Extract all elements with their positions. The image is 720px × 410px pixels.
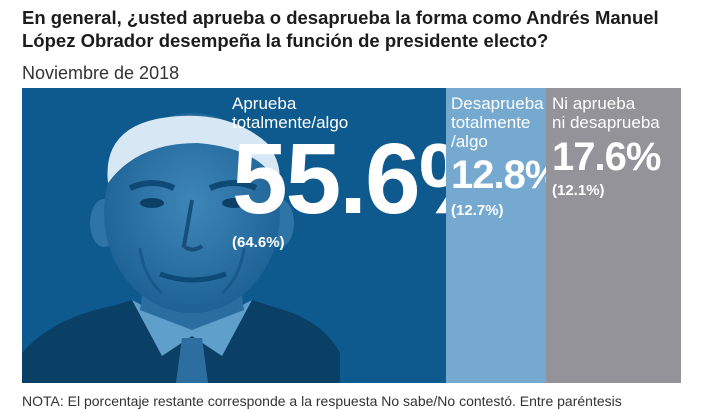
bar-disapprove: Desaprueba totalmente /algo 12.8% (12.7%… xyxy=(446,88,546,383)
previous-label-disapprove: (12.7%) xyxy=(451,202,504,219)
previous-label-approve: (64.6%) xyxy=(232,234,285,251)
category-label-line: Ni aprueba xyxy=(552,94,636,113)
previous-label-neither: (12.1%) xyxy=(552,182,605,199)
value-label-neither: 17.6% xyxy=(552,135,661,179)
category-label-line: totalmente xyxy=(451,113,531,132)
category-label-line: Aprueba xyxy=(232,94,297,113)
value-label-approve: 55.6% xyxy=(232,123,446,235)
category-label-approve: Aprueba totalmente/algo xyxy=(232,94,348,132)
bar-approve: Aprueba totalmente/algo 55.6% (64.6%) xyxy=(22,88,446,383)
footnote: NOTA: El porcentaje restante corresponde… xyxy=(22,393,622,409)
president-photo xyxy=(22,113,340,383)
category-label-line: Desaprueba xyxy=(451,94,544,113)
date-label: Noviembre de 2018 xyxy=(22,63,180,83)
category-label-line: ni desaprueba xyxy=(552,113,660,132)
category-label-line: /algo xyxy=(451,132,488,151)
category-label-line: totalmente/algo xyxy=(232,113,349,132)
category-label-disapprove: Desaprueba totalmente /algo xyxy=(451,94,544,151)
category-label-neither: Ni aprueba ni desaprueba xyxy=(552,94,660,132)
value-label-disapprove: 12.8% xyxy=(451,153,546,197)
bar-neither: Ni aprueba ni desaprueba 17.6% (12.1%) xyxy=(546,88,681,383)
chart-question: En general, ¿usted aprueba o desaprueba … xyxy=(22,7,659,51)
